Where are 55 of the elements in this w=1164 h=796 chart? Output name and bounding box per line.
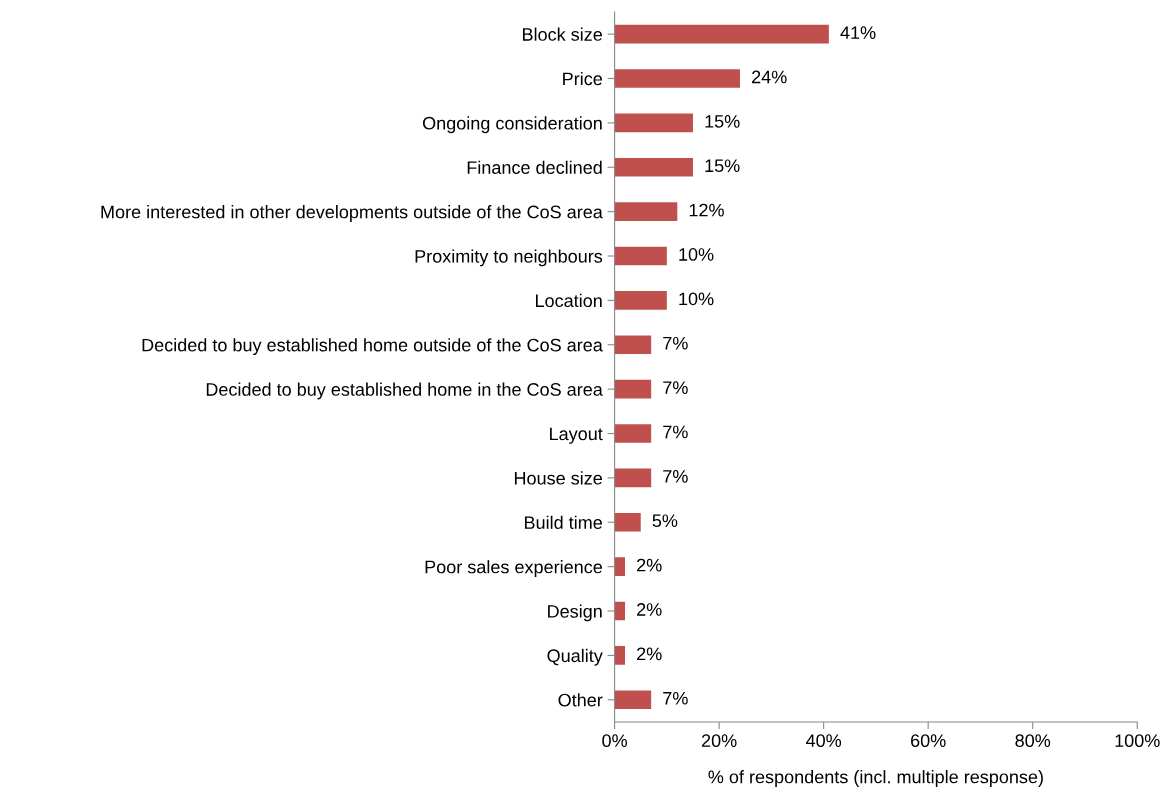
- bar: [614, 69, 741, 88]
- bar: [614, 601, 626, 621]
- bar: [614, 690, 652, 710]
- data-label: 5%: [652, 514, 678, 528]
- bar: [614, 246, 667, 266]
- x-tick-label: 20%: [701, 734, 737, 748]
- data-label: 7%: [663, 425, 688, 439]
- y-tick-label: Finance declined: [467, 160, 602, 174]
- y-tick-label: Design: [548, 604, 602, 622]
- y-tick-label: Decided to buy established home outside of the CoS area: [142, 338, 603, 356]
- bar: [614, 468, 652, 488]
- data-label: 15%: [705, 115, 740, 128]
- bar: [614, 202, 678, 221]
- y-tick-label: Decided to buy established home in the CoS area: [206, 382, 603, 400]
- x-tick-label: 100%: [1115, 734, 1160, 748]
- data-label: 10%: [679, 292, 714, 306]
- y-tick-label: Build time: [525, 515, 602, 529]
- data-label: 24%: [752, 70, 787, 84]
- y-tick-label: Proximity to neighbours: [415, 249, 603, 267]
- data-label: 2%: [637, 558, 662, 572]
- bar: [614, 646, 626, 665]
- bar: [614, 24, 829, 44]
- x-tick-label: 40%: [805, 734, 842, 748]
- data-label: 7%: [663, 470, 688, 483]
- bar: [614, 557, 626, 576]
- data-label: 7%: [663, 381, 688, 394]
- data-label: 41%: [840, 26, 876, 39]
- data-label: 10%: [679, 248, 714, 261]
- y-tick-label: House size: [514, 471, 602, 485]
- y-tick-label: Poor sales experience: [425, 560, 602, 577]
- bar: [614, 113, 693, 133]
- y-tick-label: Price: [563, 71, 602, 86]
- bar: [614, 335, 652, 355]
- y-tick-label: Location: [536, 293, 602, 308]
- bar: [614, 291, 667, 310]
- bar: [614, 424, 652, 443]
- data-label: 7%: [663, 336, 688, 350]
- data-label: 2%: [637, 647, 662, 661]
- y-tick-label: Layout: [550, 427, 603, 444]
- x-tick-label: 0%: [602, 734, 627, 748]
- bar: [614, 157, 693, 177]
- y-tick-label: Quality: [547, 648, 603, 666]
- data-label: 15%: [705, 159, 740, 173]
- data-label: 12%: [689, 203, 724, 217]
- data-label: 7%: [663, 691, 688, 705]
- y-tick-label: Block size: [522, 27, 602, 41]
- bar: [614, 512, 641, 532]
- data-label: 2%: [637, 603, 662, 616]
- bar: [614, 379, 652, 399]
- x-axis-title: % of respondents (incl. multiple response): [708, 770, 1043, 787]
- y-tick-label: Ongoing consideration: [422, 116, 602, 134]
- x-tick-label: 60%: [911, 734, 946, 748]
- x-tick-label: 80%: [1015, 734, 1051, 748]
- y-tick-label: More interested in other developments outside of the CoS area: [101, 205, 603, 222]
- y-tick-label: Other: [558, 693, 603, 707]
